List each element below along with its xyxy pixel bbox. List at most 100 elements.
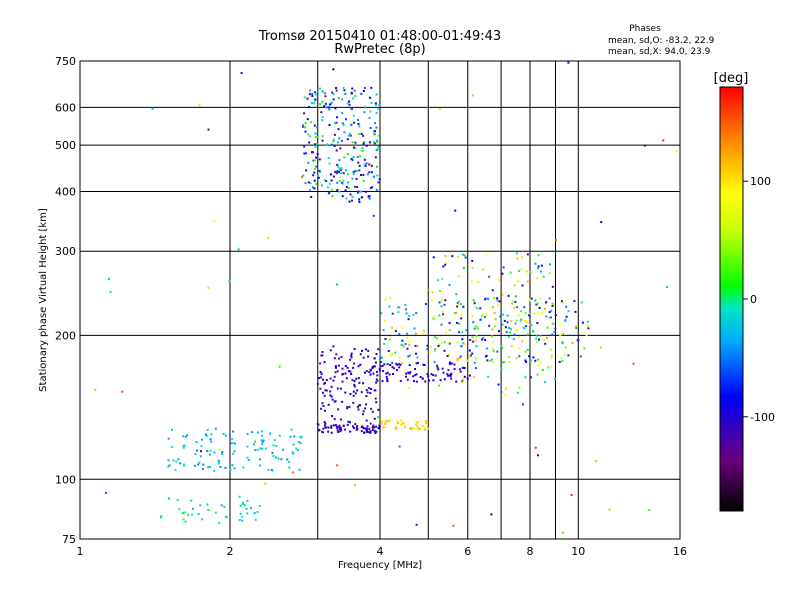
data-point bbox=[238, 495, 241, 498]
data-point bbox=[207, 286, 210, 289]
data-point bbox=[246, 433, 249, 436]
data-point bbox=[412, 375, 415, 378]
data-point bbox=[228, 280, 231, 283]
data-point bbox=[520, 310, 523, 313]
data-point bbox=[430, 345, 432, 348]
data-point bbox=[498, 330, 500, 333]
data-point bbox=[247, 459, 250, 461]
data-point bbox=[475, 325, 478, 328]
data-point bbox=[352, 427, 355, 429]
data-point bbox=[214, 511, 217, 514]
data-point bbox=[517, 391, 520, 394]
data-point bbox=[439, 290, 442, 292]
data-point bbox=[386, 420, 389, 423]
data-point bbox=[354, 147, 357, 150]
data-point bbox=[489, 360, 492, 363]
data-point bbox=[323, 424, 326, 427]
data-point bbox=[341, 400, 344, 403]
data-point bbox=[406, 332, 409, 335]
data-point bbox=[327, 157, 330, 159]
data-point bbox=[551, 302, 554, 305]
data-point bbox=[242, 466, 245, 469]
data-point bbox=[359, 363, 362, 366]
data-point bbox=[316, 153, 319, 155]
data-point bbox=[340, 167, 343, 170]
data-point bbox=[341, 139, 344, 142]
data-point bbox=[463, 254, 466, 257]
data-point bbox=[500, 344, 503, 347]
data-point bbox=[181, 512, 184, 514]
data-point bbox=[397, 422, 399, 425]
data-point bbox=[371, 186, 374, 189]
data-point bbox=[375, 103, 377, 106]
data-point bbox=[535, 341, 538, 344]
data-point bbox=[491, 289, 494, 292]
data-point bbox=[360, 190, 363, 193]
data-point bbox=[562, 301, 565, 304]
data-point bbox=[332, 345, 335, 348]
data-point bbox=[304, 122, 307, 124]
data-point bbox=[414, 344, 417, 347]
data-point bbox=[474, 367, 477, 370]
data-point bbox=[313, 99, 316, 102]
data-point bbox=[160, 515, 163, 518]
data-point bbox=[336, 427, 339, 430]
data-point bbox=[372, 214, 375, 217]
data-point bbox=[554, 327, 557, 330]
data-point bbox=[321, 135, 324, 138]
data-point bbox=[291, 451, 294, 454]
data-point bbox=[329, 349, 332, 352]
data-point bbox=[518, 270, 521, 272]
data-point bbox=[424, 380, 427, 383]
data-point bbox=[504, 393, 507, 396]
data-point bbox=[401, 422, 404, 425]
data-point bbox=[461, 366, 464, 369]
data-point bbox=[458, 322, 460, 325]
data-point bbox=[574, 310, 577, 313]
data-point bbox=[401, 326, 404, 329]
data-point bbox=[352, 114, 355, 117]
data-point bbox=[451, 255, 454, 258]
data-point bbox=[375, 149, 378, 152]
data-point bbox=[333, 133, 336, 136]
data-point bbox=[483, 315, 486, 318]
data-point bbox=[415, 312, 418, 315]
data-point bbox=[455, 311, 458, 314]
data-point bbox=[536, 302, 539, 305]
data-point bbox=[448, 283, 451, 286]
data-point bbox=[315, 182, 318, 185]
data-point bbox=[367, 349, 370, 352]
data-point bbox=[314, 91, 317, 94]
data-point bbox=[353, 89, 356, 92]
data-point bbox=[182, 463, 185, 466]
data-point bbox=[535, 334, 538, 337]
data-point bbox=[477, 280, 480, 283]
data-point bbox=[377, 145, 380, 148]
data-point bbox=[575, 326, 578, 329]
data-point bbox=[460, 345, 463, 348]
data-point bbox=[212, 220, 215, 223]
data-point bbox=[312, 186, 315, 189]
data-point bbox=[422, 333, 425, 335]
data-point bbox=[394, 426, 397, 429]
data-point bbox=[424, 303, 427, 305]
data-point bbox=[319, 362, 322, 365]
data-point bbox=[430, 373, 433, 376]
data-point bbox=[339, 428, 341, 431]
data-point bbox=[540, 264, 543, 267]
data-point bbox=[432, 315, 435, 317]
data-point bbox=[400, 423, 403, 426]
data-point bbox=[544, 301, 547, 304]
data-point bbox=[323, 421, 326, 423]
data-point bbox=[443, 378, 446, 381]
data-point bbox=[386, 419, 389, 422]
data-point bbox=[232, 452, 235, 455]
data-point bbox=[446, 373, 449, 376]
data-point bbox=[320, 372, 323, 375]
data-point bbox=[415, 362, 418, 365]
data-point bbox=[346, 423, 349, 426]
data-point bbox=[330, 426, 333, 429]
data-point bbox=[384, 298, 387, 301]
data-point bbox=[408, 427, 411, 430]
data-point bbox=[515, 319, 518, 322]
